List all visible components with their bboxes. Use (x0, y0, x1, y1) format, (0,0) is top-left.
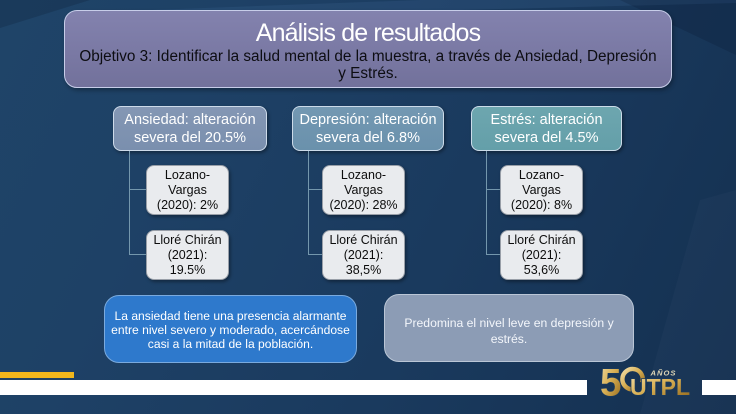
svg-text:5: 5 (600, 361, 621, 404)
svg-text:UTPL: UTPL (630, 374, 690, 400)
svg-text:AÑOS: AÑOS (650, 368, 677, 377)
